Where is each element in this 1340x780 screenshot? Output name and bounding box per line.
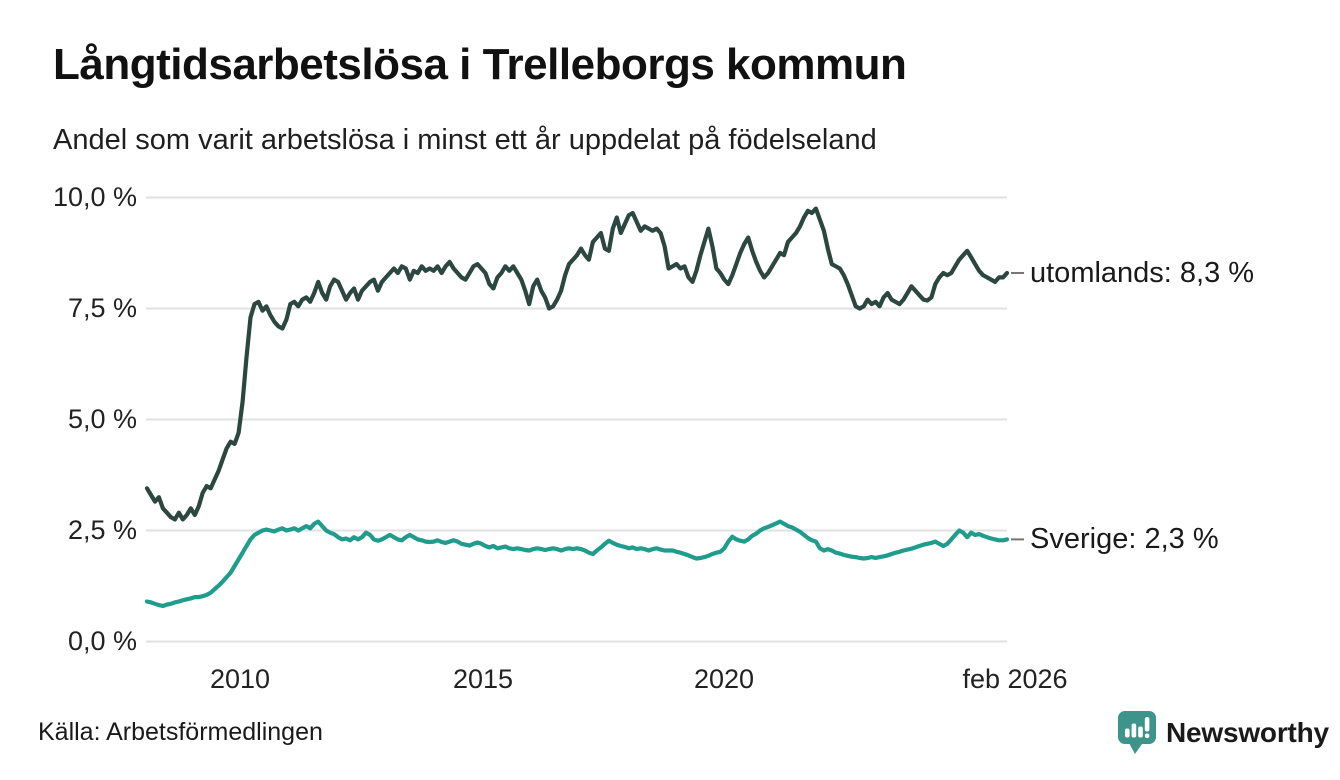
x-axis-tick-label: 2015 <box>452 664 514 694</box>
y-axis-tick-label: 7,5 % <box>67 293 137 323</box>
x-axis-tick-label: feb 2026 <box>962 664 1068 694</box>
newsworthy-wordmark: Newsworthy <box>1166 717 1329 748</box>
series-line-Sverige <box>144 519 1010 609</box>
y-axis-tick-label: 10,0 % <box>52 182 137 212</box>
newsworthy-logo-icon <box>1118 711 1156 754</box>
y-axis-tick-label: 2,5 % <box>67 515 137 545</box>
y-axis-tick-label: 5,0 % <box>67 404 137 434</box>
x-axis-tick-label: 2010 <box>209 664 271 694</box>
series-line-utomlands <box>144 206 1010 522</box>
source-attribution: Källa: Arbetsförmedlingen <box>38 718 323 746</box>
newsworthy-branding: Newsworthy <box>1117 710 1329 756</box>
chart-subtitle: Andel som varit arbetslösa i minst ett å… <box>53 124 877 156</box>
x-axis-tick-label: 2020 <box>693 664 755 694</box>
series-end-label-sverige: Sverige: 2,3 % <box>1030 523 1219 556</box>
series-end-label-utomlands: utomlands: 8,3 % <box>1030 256 1255 289</box>
chart-title: Långtidsarbetslösa i Trelleborgs kommun <box>53 40 907 89</box>
y-axis-tick-label: 0,0 % <box>67 626 137 656</box>
